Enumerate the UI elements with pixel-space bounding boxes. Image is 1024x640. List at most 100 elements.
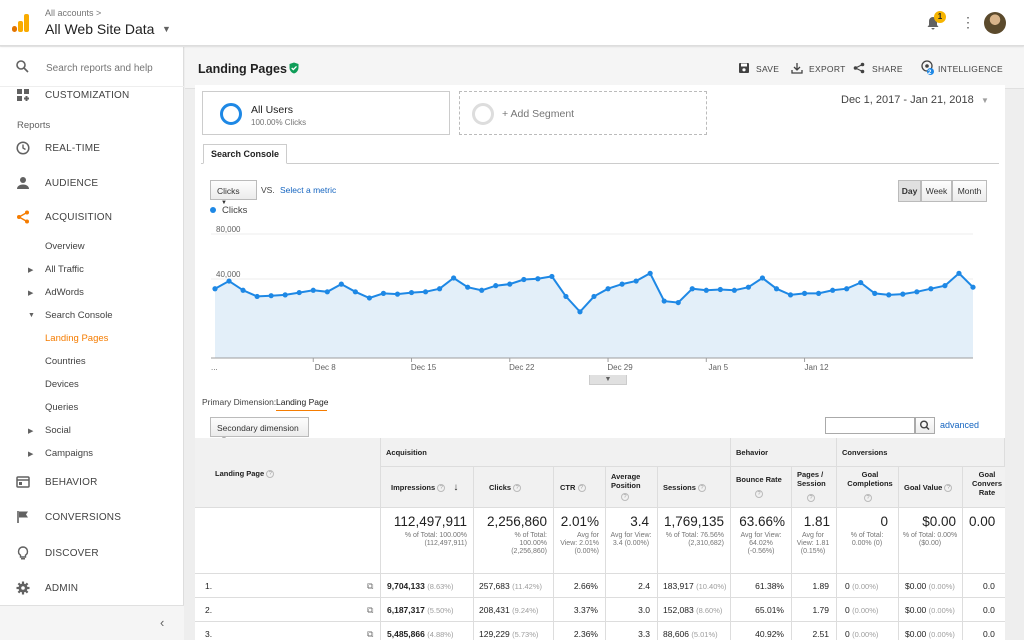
- chevron-down-icon[interactable]: ▼: [162, 24, 171, 34]
- sidebar-item-overview[interactable]: Overview: [45, 241, 85, 252]
- data-point[interactable]: [422, 289, 429, 295]
- select-metric-link[interactable]: Select a metric: [280, 185, 337, 195]
- sidebar-item-behavior[interactable]: BEHAVIOR: [0, 466, 184, 498]
- share-icon[interactable]: [853, 62, 865, 74]
- help-icon[interactable]: ?: [621, 493, 629, 501]
- data-point[interactable]: [521, 276, 527, 283]
- chevron-down-icon[interactable]: ▼: [981, 96, 989, 105]
- data-point[interactable]: [352, 289, 358, 295]
- data-point[interactable]: [914, 289, 920, 295]
- col-header-goal-value[interactable]: Goal Value ?: [899, 467, 963, 508]
- data-point[interactable]: [745, 284, 752, 290]
- data-point[interactable]: [465, 284, 471, 290]
- sidebar-item-adwords[interactable]: AdWords: [45, 287, 84, 298]
- clicks-line-chart[interactable]: Clicks 80,000 40,000 ... Dec 8 Dec 15 Dec 2…: [195, 200, 1005, 378]
- data-point[interactable]: [296, 289, 302, 296]
- data-point[interactable]: [830, 287, 836, 293]
- data-point[interactable]: [675, 299, 681, 306]
- data-point[interactable]: [507, 281, 513, 287]
- data-point[interactable]: [282, 292, 288, 298]
- expand-right-icon[interactable]: ▶: [28, 290, 34, 297]
- data-point[interactable]: [689, 286, 695, 292]
- intelligence-icon[interactable]: [921, 60, 935, 76]
- add-segment-button[interactable]: + Add Segment: [459, 91, 707, 135]
- help-icon[interactable]: ?: [513, 484, 522, 493]
- expand-right-icon[interactable]: ▶: [28, 428, 34, 435]
- data-point[interactable]: [900, 291, 906, 297]
- sidebar-item-conversions[interactable]: CONVERSIONS: [0, 501, 184, 533]
- sidebar-item-realtime[interactable]: REAL-TIME: [0, 132, 184, 164]
- segment-all-users[interactable]: All Users 100.00% Clicks: [202, 91, 450, 135]
- data-point[interactable]: [394, 291, 401, 297]
- help-icon[interactable]: ?: [577, 484, 586, 493]
- search-input[interactable]: Search reports and help: [46, 63, 153, 74]
- more-vert-icon[interactable]: ⋮: [961, 14, 975, 30]
- data-point[interactable]: [787, 292, 794, 298]
- data-point[interactable]: [451, 275, 457, 281]
- data-point[interactable]: [886, 292, 892, 298]
- date-range-picker[interactable]: Dec 1, 2017 - Jan 21, 2018: [841, 94, 974, 106]
- sidebar-item-customization[interactable]: CUSTOMIZATION: [0, 79, 184, 111]
- expand-down-icon[interactable]: ▼: [28, 312, 35, 319]
- sidebar-item-landing-pages[interactable]: Landing Pages: [45, 333, 109, 344]
- sidebar-search[interactable]: Search reports and help: [0, 47, 184, 87]
- open-link-icon[interactable]: ⧉: [367, 581, 374, 591]
- data-point[interactable]: [773, 286, 780, 292]
- data-point[interactable]: [577, 309, 583, 315]
- data-point[interactable]: [731, 287, 737, 293]
- data-point[interactable]: [226, 278, 232, 284]
- data-point[interactable]: [479, 287, 485, 293]
- avatar[interactable]: [984, 12, 1006, 34]
- col-header-ctr[interactable]: CTR ?: [554, 467, 606, 508]
- sidebar-item-admin[interactable]: ADMIN: [0, 572, 184, 604]
- help-icon[interactable]: ?: [864, 494, 872, 502]
- data-point[interactable]: [844, 286, 850, 292]
- data-point[interactable]: [970, 284, 976, 290]
- data-point[interactable]: [338, 281, 344, 287]
- sidebar-item-audience[interactable]: AUDIENCE: [0, 167, 184, 199]
- data-point[interactable]: [268, 293, 274, 299]
- data-point[interactable]: [493, 283, 499, 289]
- col-header-landing-page[interactable]: Landing Page ?: [195, 438, 381, 508]
- data-point[interactable]: [942, 283, 948, 289]
- sort-desc-icon[interactable]: ↓: [453, 482, 459, 493]
- sidebar-item-acquisition[interactable]: ACQUISITION: [0, 201, 184, 233]
- data-point[interactable]: [928, 286, 934, 292]
- sidebar-item-campaigns[interactable]: Campaigns: [45, 448, 94, 459]
- data-point[interactable]: [759, 275, 766, 281]
- help-icon[interactable]: ?: [807, 494, 815, 502]
- analytics-logo[interactable]: [12, 14, 30, 32]
- chart-collapse-toggle[interactable]: ▼: [589, 375, 627, 385]
- col-header-goal-completions[interactable]: Goal Completions?: [837, 467, 899, 508]
- advanced-filter-link[interactable]: advanced: [940, 420, 980, 430]
- save-icon[interactable]: [738, 62, 750, 74]
- sidebar-item-social[interactable]: Social: [45, 425, 71, 436]
- export-button[interactable]: EXPORT: [809, 64, 846, 74]
- data-point[interactable]: [380, 290, 387, 296]
- table-search-input[interactable]: [825, 417, 915, 434]
- sidebar-item-devices[interactable]: Devices: [45, 379, 79, 390]
- table-search-button[interactable]: [915, 417, 935, 434]
- sidebar-item-search-console[interactable]: Search Console: [45, 310, 113, 321]
- data-point[interactable]: [619, 281, 625, 287]
- account-breadcrumb[interactable]: All accounts >: [45, 8, 102, 18]
- data-point[interactable]: [436, 286, 443, 292]
- data-point[interactable]: [310, 287, 316, 293]
- granularity-week-button[interactable]: Week: [921, 180, 952, 202]
- data-point[interactable]: [549, 273, 555, 280]
- data-point[interactable]: [254, 293, 260, 300]
- secondary-dimension-dropdown[interactable]: Secondary dimension ▼: [210, 417, 309, 443]
- save-button[interactable]: SAVE: [756, 64, 780, 74]
- granularity-day-button[interactable]: Day: [898, 180, 921, 202]
- export-icon[interactable]: [791, 62, 803, 74]
- expand-right-icon[interactable]: ▶: [28, 451, 34, 458]
- intelligence-button[interactable]: INTELLIGENCE: [938, 64, 1004, 74]
- data-point[interactable]: [324, 289, 330, 295]
- col-header-avg-position[interactable]: Average Position?: [606, 467, 658, 508]
- col-header-pages-session[interactable]: Pages / Session?: [792, 467, 837, 508]
- help-icon[interactable]: ?: [944, 484, 953, 493]
- sidebar-item-queries[interactable]: Queries: [45, 402, 79, 413]
- data-point[interactable]: [240, 287, 246, 293]
- data-point[interactable]: [366, 295, 373, 301]
- data-point[interactable]: [633, 278, 639, 284]
